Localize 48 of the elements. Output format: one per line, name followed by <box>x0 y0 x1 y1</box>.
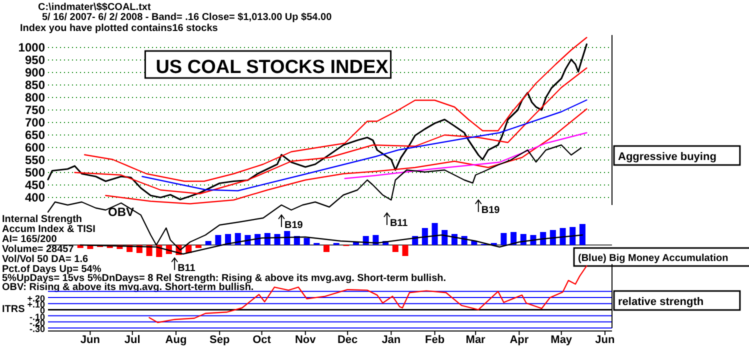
text: relative strength <box>618 296 704 308</box>
text: Accum Index & TISI <box>2 224 96 235</box>
annotation: Vol/Vol 50 DA= 1.6 <box>2 254 88 265</box>
annotation: Volume= 28457 <box>2 244 74 255</box>
y-tick-label: 700 <box>24 116 46 130</box>
y-axis-title: ITRS <box>2 304 26 315</box>
y-tick-label: 450 <box>24 178 46 192</box>
x-tick-label: May <box>550 334 573 346</box>
x-tick-label: Jan <box>382 334 401 346</box>
y-tick-label: 1000 <box>18 40 46 54</box>
y-tick-label: 850 <box>24 78 46 92</box>
text: C:\indmater\$$COAL.txt <box>38 2 152 13</box>
y-tick-label: 500 <box>24 166 46 180</box>
y-tick-label: 550 <box>24 153 46 167</box>
text: Internal Strength <box>2 214 82 225</box>
x-tick-label: Dec <box>337 334 358 346</box>
y-tick-label: -.30 <box>29 324 45 334</box>
x-tick-label: Jul <box>124 334 140 346</box>
annotation: B19 <box>284 220 304 231</box>
annotation: B11 <box>178 263 196 274</box>
x-tick-label: Apr <box>510 334 530 346</box>
text: US COAL STOCKS INDEX <box>156 57 389 78</box>
annotation: 5%UpDays= 15vs 5%DnDays= 8 Rel Strength: Rising & above its mvg.avg. Short-term bullish. <box>2 273 446 284</box>
x-tick-label: Mar <box>466 334 486 346</box>
series-label: OBV <box>108 205 134 219</box>
x-tick-label: Nov <box>294 334 317 346</box>
y-tick-label: 800 <box>24 90 46 104</box>
y-tick-label: 950 <box>24 53 46 67</box>
annotation: Pct.of Days Up= 54% <box>2 264 102 275</box>
y-tick-label: 900 <box>24 66 46 80</box>
text: Index you have plotted contains16 stocks <box>20 23 218 34</box>
annotation: B19 <box>481 205 500 216</box>
y-tick-label: 600 <box>24 140 46 154</box>
y-tick-label: 750 <box>24 103 46 117</box>
x-tick-label: Jun <box>80 334 100 346</box>
y-tick-label: 650 <box>24 128 46 142</box>
text: 5/ 16/ 2007- 6/ 2/ 2008 - Band= .16 Close= $1,013.00 Up $54.00 <box>42 12 332 23</box>
x-tick-label: Oct <box>252 334 272 346</box>
x-tick-label: Feb <box>425 334 445 346</box>
x-tick-label: Aug <box>165 334 187 346</box>
annotation: B11 <box>390 218 408 229</box>
annotation: OBV: Rising & above its mvg.avg. Short-term bullish. <box>2 282 254 293</box>
annotation: AI= 165/200 <box>2 234 58 245</box>
x-tick-label: Jun <box>595 334 616 346</box>
x-tick-label: Sep <box>209 334 230 346</box>
annotation: (Blue) Big Money Accumulation <box>578 253 728 264</box>
text: Aggressive buying <box>618 151 716 163</box>
y-tick-label: 400 <box>24 190 46 204</box>
